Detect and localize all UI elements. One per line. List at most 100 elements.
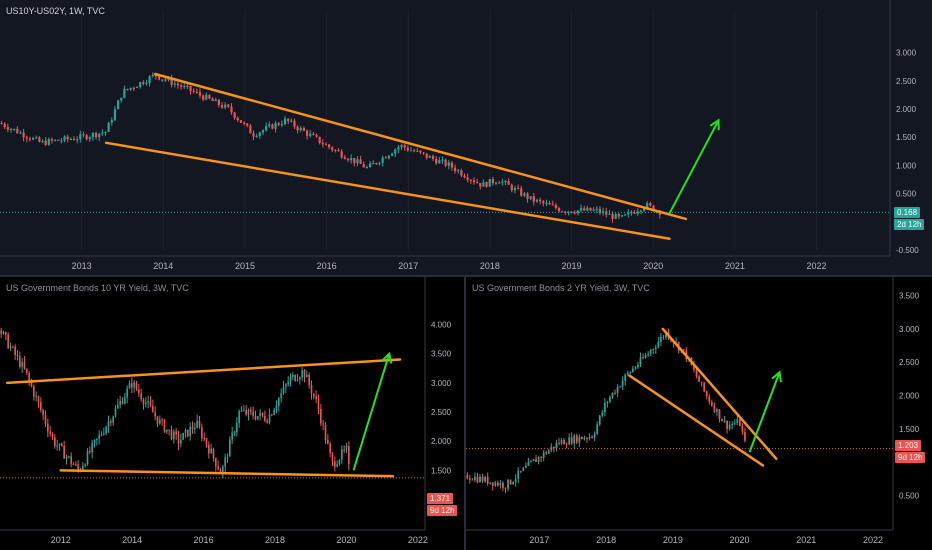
candle-body [140, 393, 142, 400]
candle-body [0, 330, 2, 334]
forecast-arrow-head [771, 370, 782, 383]
y-tick-label: 3.000 [431, 379, 452, 388]
candle-body [57, 139, 60, 141]
candle-body [479, 183, 482, 187]
candle-body [573, 212, 576, 214]
candle-body [555, 442, 558, 449]
candle-body [738, 419, 741, 426]
candle-body [293, 120, 296, 127]
candle-body [321, 143, 324, 145]
candle-body [552, 446, 555, 449]
pane-divider[interactable] [0, 275, 932, 277]
candle-body [435, 158, 438, 164]
candle-body [476, 182, 479, 184]
candle-body [9, 346, 12, 349]
x-tick-label: 2018 [480, 261, 500, 271]
candle-body [205, 94, 208, 100]
candle-body [708, 396, 711, 402]
candle-body [542, 452, 545, 458]
candle-body [119, 401, 121, 405]
candle-body [3, 123, 6, 128]
candle-body [100, 434, 103, 436]
candle-body [129, 87, 132, 90]
candle-body [220, 104, 224, 108]
candle-body [682, 349, 685, 351]
chart-title: US Government Bonds 10 YR Yield, 3W, TVC [6, 283, 189, 293]
candle-body [257, 415, 259, 420]
candle-body [621, 380, 624, 387]
candle-body [5, 332, 7, 335]
10yr-chart-canvas[interactable]: 2012 2014 2016 2018 2020 2022 4.000 3.500 3.000 2… [0, 277, 464, 550]
candle-body [131, 383, 133, 388]
y-tick-label: -0.500 [896, 246, 919, 255]
candle-body [403, 145, 406, 148]
candle-body [7, 334, 9, 349]
candle-body [22, 132, 25, 138]
candle-body [419, 150, 422, 153]
candle-body [713, 405, 716, 412]
candle-body [338, 459, 341, 465]
candle-body [397, 147, 400, 150]
x-tick-label: 2016 [194, 535, 214, 545]
candle-body [539, 199, 542, 202]
candle-body [164, 79, 167, 81]
candle-body [302, 127, 306, 131]
candle-body [98, 434, 100, 439]
x-tick-label: 2022 [863, 535, 883, 545]
candle-body [637, 364, 639, 368]
candle-body [484, 476, 486, 482]
2yr-chart-canvas[interactable]: 2017 2018 2019 2020 2021 2022 3.500 3.000 2.500 2… [466, 277, 932, 550]
candle-body [239, 120, 243, 123]
candle-body [356, 159, 359, 164]
candle-body [381, 157, 384, 163]
candle-body [173, 83, 176, 85]
candle-body [320, 409, 322, 424]
candle-body [463, 175, 466, 178]
trendline [661, 327, 778, 461]
forecast-arrow-head [381, 351, 393, 364]
candle-body [329, 443, 331, 454]
pane-divider[interactable] [464, 277, 466, 550]
candle-body [25, 137, 28, 139]
chart-pane-2yr[interactable]: 2017 2018 2019 2020 2021 2022 3.500 3.000 2.500 2… [466, 277, 932, 550]
x-tick-label: 2015 [235, 261, 255, 271]
candle-body [6, 127, 9, 130]
candle-body [306, 374, 308, 378]
candle-body [30, 380, 33, 387]
candle-body [274, 123, 277, 129]
candle-body [89, 450, 91, 453]
candle-body [50, 139, 54, 141]
candle-body [19, 132, 22, 134]
candle-body [611, 392, 614, 398]
candle-body [596, 424, 599, 434]
chart-pane-10yr[interactable]: 2012 2014 2016 2018 2020 2022 4.000 3.500 3.000 2… [0, 277, 464, 550]
candle-body [365, 167, 369, 169]
chart-pane-spread[interactable]: 2013 2014 2015 2016 2017 2018 2019 2020 2021 2022… [0, 0, 932, 275]
candle-body [252, 411, 254, 417]
candle-body [124, 397, 126, 404]
candle-body [212, 448, 215, 458]
candle-body [135, 382, 138, 390]
candle-body [705, 391, 708, 397]
candle-body [324, 424, 327, 441]
candle-body [362, 163, 365, 168]
candle-body [271, 414, 273, 416]
candle-body [135, 86, 139, 88]
candle-body [77, 464, 79, 470]
candle-body [409, 150, 413, 152]
candle-body [86, 450, 89, 465]
candle-body [545, 202, 548, 204]
candle-body [16, 355, 19, 357]
candle-body [444, 159, 447, 166]
candle-body [348, 446, 350, 465]
candle-body [491, 482, 494, 486]
candle-body [591, 436, 593, 438]
x-tick-label: 2019 [663, 535, 683, 545]
candle-body [294, 374, 296, 381]
candle-body [728, 424, 731, 429]
forecast-arrow [668, 119, 720, 214]
forecast-arrow [352, 353, 391, 471]
spread-chart-canvas[interactable]: 2013 2014 2015 2016 2017 2018 2019 2020 2021 2022… [0, 0, 932, 275]
candle-body [222, 466, 224, 474]
candle-body [422, 152, 425, 154]
